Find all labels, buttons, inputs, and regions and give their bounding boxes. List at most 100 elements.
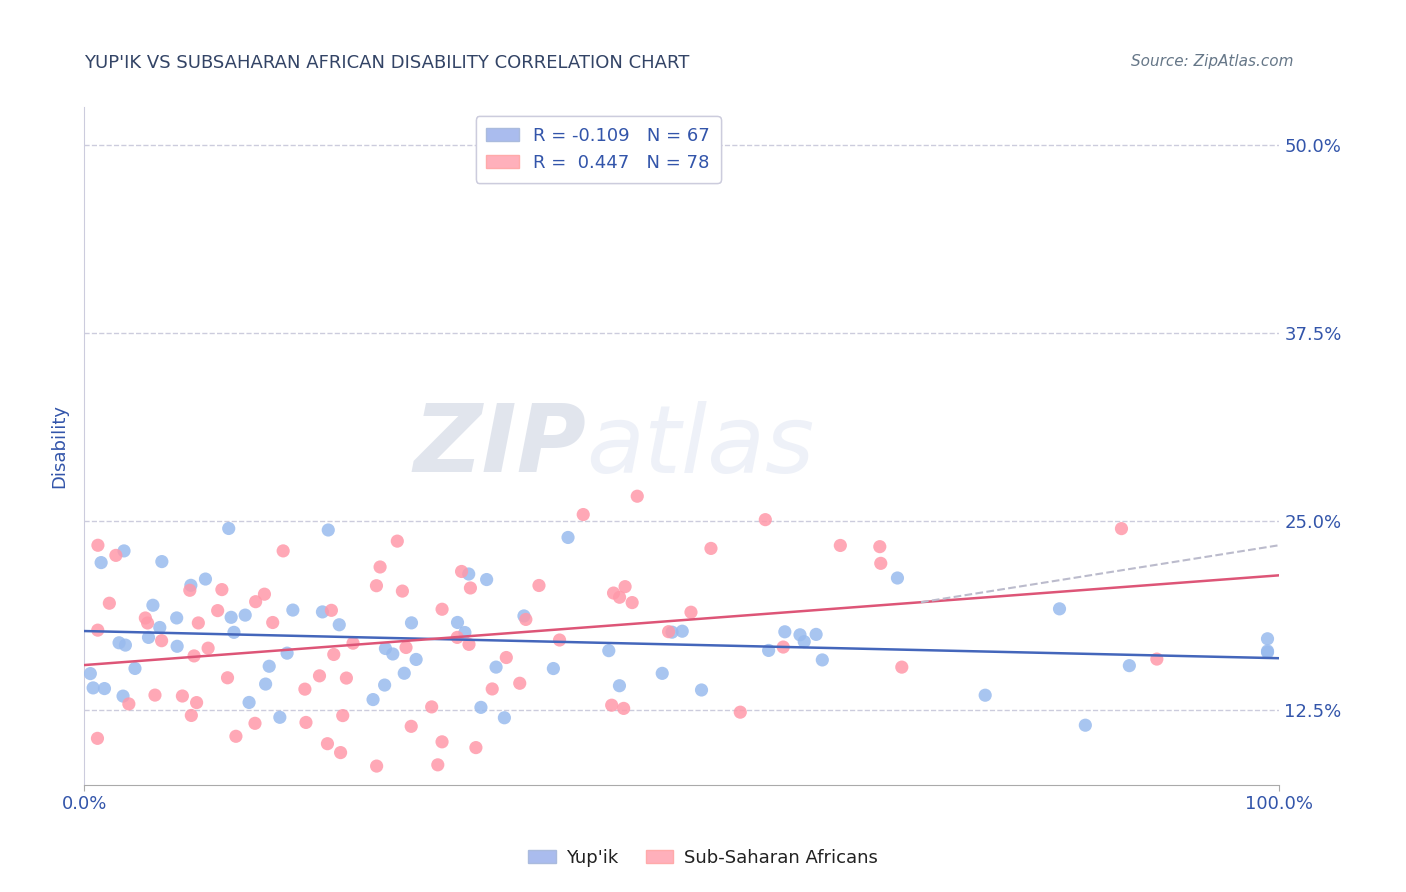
Point (79, 666, 101, 681)
Point (281, 603, 304, 617)
Point (811, 653, 834, 667)
Point (458, 637, 481, 651)
Text: YUP'IK VS SUBSAHARAN AFRICAN DISABILITY CORRELATION CHART: YUP'IK VS SUBSAHARAN AFRICAN DISABILITY … (84, 54, 690, 71)
Point (149, 620, 172, 634)
Point (609, 591, 631, 605)
Point (405, 652, 427, 666)
Point (450, 565, 472, 579)
Point (366, 759, 388, 773)
Point (374, 641, 396, 656)
Legend: Yup'ik, Sub-Saharan Africans: Yup'ik, Sub-Saharan Africans (522, 842, 884, 874)
Y-axis label: Disability: Disability (51, 404, 69, 488)
Point (557, 531, 579, 545)
Point (420, 699, 443, 714)
Point (464, 740, 486, 755)
Point (166, 611, 188, 625)
Point (457, 567, 479, 582)
Point (381, 647, 404, 661)
Point (789, 628, 811, 642)
Point (166, 640, 188, 654)
Point (793, 634, 815, 648)
Point (366, 579, 388, 593)
Point (661, 625, 683, 640)
Point (572, 508, 595, 522)
Point (150, 555, 173, 569)
Point (321, 603, 343, 617)
Point (485, 660, 508, 674)
Text: atlas: atlas (586, 401, 814, 491)
Point (869, 540, 891, 554)
Point (316, 737, 339, 751)
Point (1257, 645, 1279, 659)
Point (87, 538, 110, 552)
Point (180, 578, 202, 592)
Legend: R = -0.109   N = 67, R =  0.447   N = 78: R = -0.109 N = 67, R = 0.447 N = 78 (475, 116, 721, 183)
Point (143, 688, 166, 702)
Point (614, 580, 637, 594)
Point (609, 679, 631, 693)
Point (600, 698, 623, 713)
Point (513, 609, 536, 624)
Point (671, 624, 693, 639)
Point (974, 688, 997, 702)
Point (1146, 652, 1168, 666)
Point (295, 715, 318, 730)
Point (475, 573, 498, 587)
Point (93, 681, 115, 696)
Point (460, 581, 482, 595)
Point (515, 612, 537, 626)
Point (804, 627, 827, 641)
Point (626, 489, 648, 503)
Text: ZIP: ZIP (413, 400, 586, 492)
Point (430, 602, 453, 616)
Point (1049, 602, 1071, 616)
Point (700, 541, 723, 556)
Point (886, 571, 908, 585)
Point (613, 701, 636, 715)
Point (187, 615, 209, 630)
Point (454, 625, 477, 640)
Point (180, 708, 202, 723)
Point (391, 584, 413, 599)
Point (308, 669, 330, 683)
Point (98, 596, 121, 610)
Point (869, 557, 891, 571)
Point (399, 719, 422, 733)
Text: Source: ZipAtlas.com: Source: ZipAtlas.com (1130, 54, 1294, 69)
Point (690, 683, 713, 698)
Point (316, 523, 339, 537)
Point (430, 735, 453, 749)
Point (150, 633, 173, 648)
Point (243, 716, 266, 731)
Point (730, 705, 752, 719)
Point (446, 631, 468, 645)
Point (207, 604, 229, 618)
Point (254, 677, 277, 691)
Point (112, 689, 135, 703)
Point (481, 681, 503, 696)
Point (294, 682, 316, 697)
Point (754, 513, 776, 527)
Point (387, 534, 409, 549)
Point (401, 615, 423, 630)
Point (233, 608, 256, 623)
Point (218, 521, 240, 535)
Point (118, 697, 141, 711)
Point (136, 615, 159, 630)
Point (394, 666, 416, 681)
Point (598, 643, 620, 657)
Point (509, 676, 531, 690)
Point (194, 572, 217, 586)
Point (82, 681, 104, 695)
Point (219, 610, 242, 624)
Point (257, 659, 280, 673)
Point (134, 611, 156, 625)
Point (276, 646, 298, 660)
Point (186, 696, 208, 710)
Point (361, 692, 384, 706)
Point (758, 643, 780, 657)
Point (543, 661, 565, 675)
Point (124, 661, 146, 675)
Point (679, 605, 702, 619)
Point (211, 582, 233, 597)
